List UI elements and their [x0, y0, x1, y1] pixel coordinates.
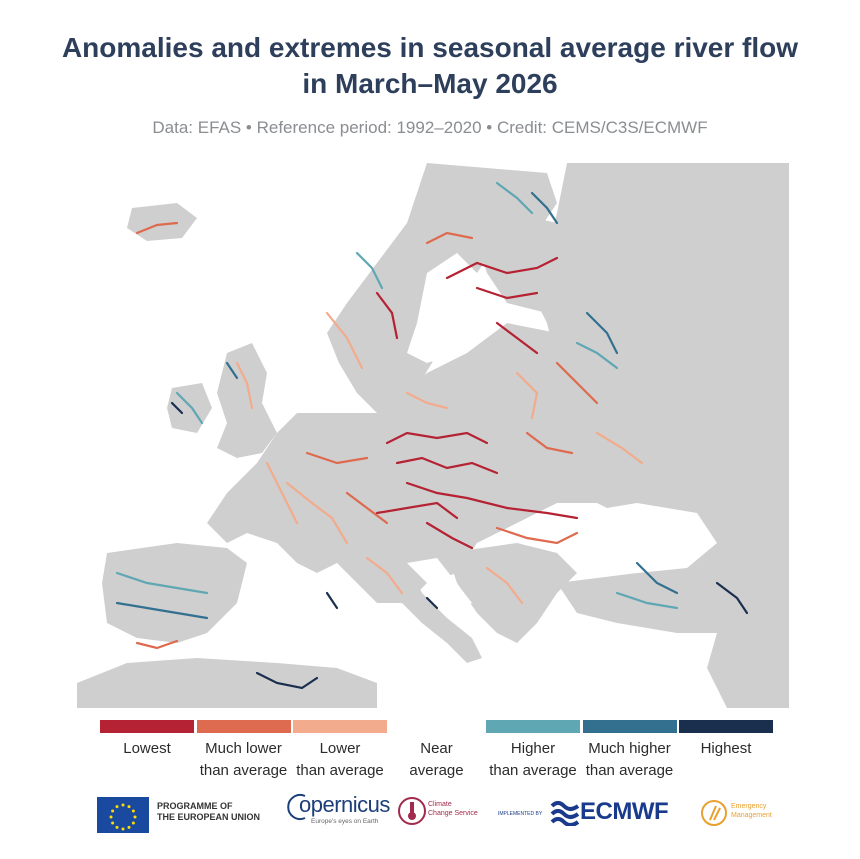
river-segment: [115, 601, 209, 620]
land-finland-baltic: [467, 203, 577, 313]
river-segment: [305, 451, 369, 465]
river-segment: [135, 221, 179, 235]
emergency-management-logo: Emergency Management: [700, 798, 772, 833]
land-continent: [207, 323, 697, 603]
legend-label: Highest: [700, 740, 752, 757]
copernicus-wordmark: opernicus: [299, 792, 390, 817]
copernicus-tagline: Europe's eyes on Earth: [311, 818, 379, 825]
river-segment: [635, 561, 679, 595]
river-segment: [175, 391, 204, 425]
ecmwf-wordmark: ECMWF: [580, 798, 669, 825]
river-segment: [445, 256, 559, 280]
river-segment: [575, 341, 619, 370]
legend-label: Near average: [409, 740, 464, 779]
partner-logos: PROGRAMME OF THE EUROPEAN UNION opernicu…: [0, 790, 860, 835]
river-segment: [425, 596, 439, 610]
implemented-by-text: IMPLEMENTED BY: [498, 811, 543, 817]
river-segment: [525, 431, 574, 455]
europe-river-flow-map: [77, 163, 789, 708]
river-segment: [325, 311, 364, 370]
land-italy: [377, 558, 482, 663]
river-segment: [425, 231, 474, 245]
sea-baltic: [407, 253, 477, 363]
legend-label: Lower than average: [296, 740, 384, 779]
legend-label: Much lower than average: [199, 740, 288, 779]
river-segment: [475, 286, 539, 300]
copernicus-logo: opernicus Europe's eyes on Earth: [285, 792, 390, 825]
river-segment: [495, 526, 579, 545]
anomaly-legend: Lowest Much lower than average Lower than av…: [100, 720, 773, 780]
c3s-line-1: Climate: [428, 801, 452, 808]
eu-programme-text: PROGRAMME OF THE EUROPEAN UNION: [157, 801, 260, 823]
legend-swatch: [679, 720, 773, 733]
land-north-africa: [77, 658, 377, 708]
sea-black: [577, 503, 717, 573]
map-subtitle: Data: EFAS • Reference period: 1992–2020…: [152, 118, 708, 137]
sea-adriatic: [407, 558, 472, 608]
river-segment: [495, 321, 539, 355]
land-balkans: [447, 543, 577, 643]
river-segment: [395, 456, 499, 475]
river-segment: [515, 371, 539, 420]
river-segment: [375, 291, 399, 340]
land-east: [527, 163, 789, 708]
river-segment: [285, 481, 349, 545]
river-segment: [585, 311, 619, 355]
river-segment: [325, 591, 339, 610]
river-segment: [345, 491, 389, 525]
legend-swatch: [100, 720, 194, 733]
land-great-britain: [217, 343, 277, 458]
river-segment: [485, 566, 524, 605]
eu-flag-icon: [97, 797, 149, 833]
river-segment: [405, 481, 579, 520]
river-network: [115, 181, 749, 690]
river-segment: [495, 181, 534, 215]
river-segment: [355, 251, 384, 290]
copernicus-c-icon: [287, 794, 306, 820]
river-segment: [595, 431, 644, 465]
river-segment: [365, 556, 404, 595]
legend-label: Higher than average: [489, 740, 577, 779]
thermometer-icon: [398, 797, 426, 825]
river-segment: [405, 391, 449, 410]
legend-swatch: [486, 720, 580, 733]
eu-line-1: PROGRAMME OF: [157, 801, 233, 811]
emergency-icon: [701, 800, 727, 826]
title-line-2: in March–May 2026: [302, 68, 558, 99]
river-segment: [715, 581, 749, 615]
river-segment: [255, 671, 319, 690]
map-title: Anomalies and extremes in seasonal avera…: [0, 30, 860, 102]
legend-label: Lowest: [123, 740, 171, 757]
land-turkey: [557, 563, 767, 633]
river-segment: [555, 361, 599, 405]
title-line-1: Anomalies and extremes in seasonal avera…: [61, 32, 799, 63]
river-segment: [170, 401, 184, 415]
river-segment: [265, 461, 299, 525]
land-iceland: [127, 203, 197, 241]
river-segment: [615, 591, 679, 610]
em-line-2: Management: [731, 812, 772, 819]
river-segment: [235, 361, 254, 410]
river-segment: [530, 191, 559, 225]
ecmwf-waves-icon: [550, 801, 580, 826]
river-segment: [385, 431, 489, 445]
river-segment: [135, 639, 179, 650]
river-segment: [115, 571, 209, 595]
river-segment: [425, 521, 474, 550]
legend-swatch: [196, 720, 291, 733]
legend-swatch: [582, 720, 677, 733]
river-segment: [375, 501, 459, 520]
c3s-line-2: Change Service: [428, 810, 478, 817]
legend-swatch: [293, 720, 387, 733]
eu-line-2: THE EUROPEAN UNION: [157, 812, 261, 822]
land-iberia: [102, 543, 247, 643]
em-line-1: Emergency: [731, 803, 767, 810]
c3s-logo: Climate Change Service: [398, 796, 478, 831]
legend-label: Much higher than average: [585, 740, 674, 779]
river-segment: [225, 361, 239, 380]
land-ireland: [167, 383, 212, 433]
